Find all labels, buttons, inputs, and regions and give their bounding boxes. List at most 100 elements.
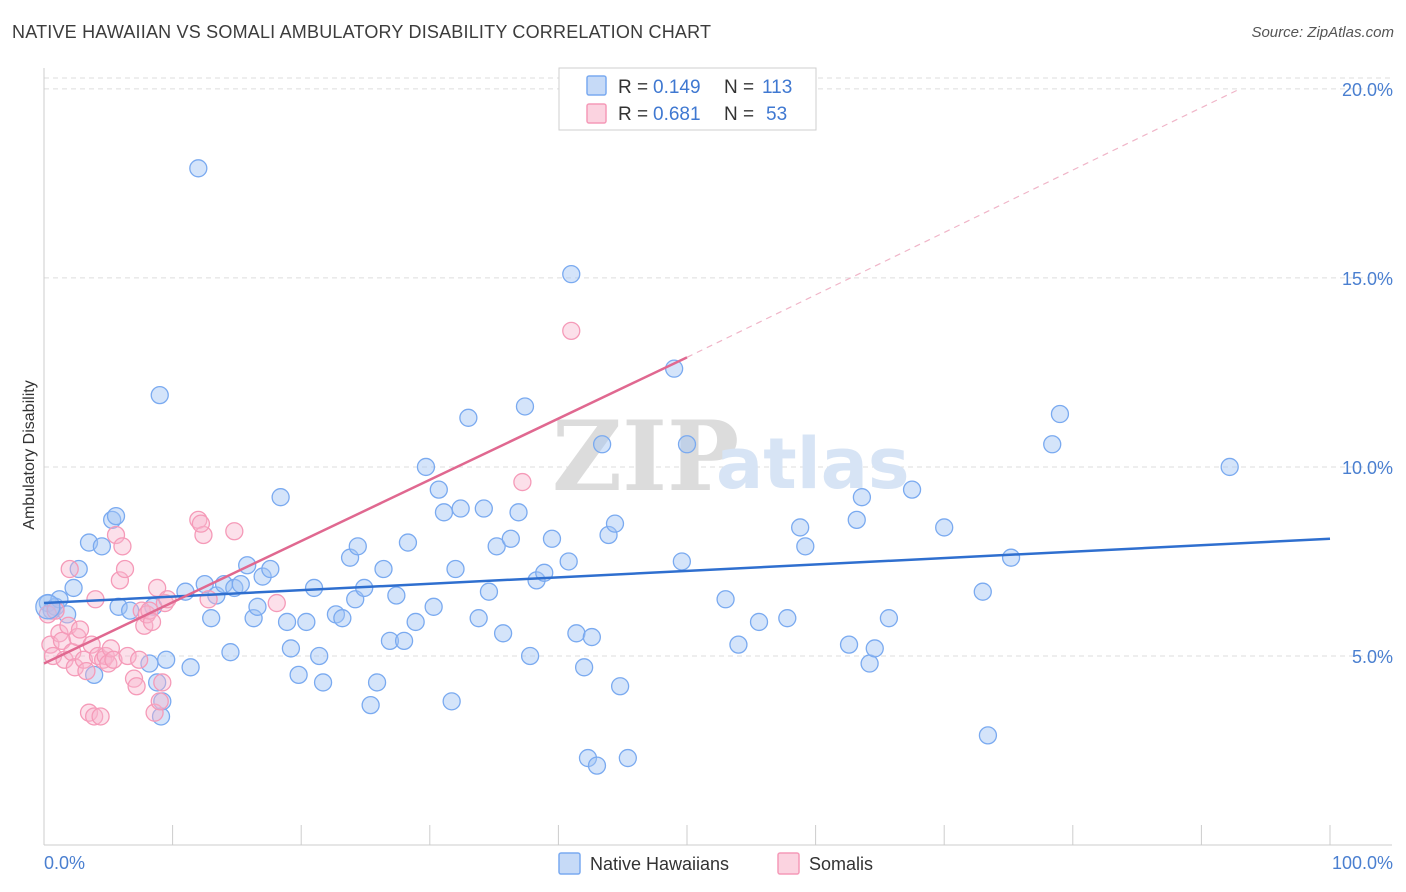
data-point-native-hawaiians xyxy=(860,654,879,673)
data-point-native-hawaiians xyxy=(587,756,607,775)
data-point-native-hawaiians xyxy=(729,635,748,654)
data-point-native-hawaiians xyxy=(348,537,367,556)
data-point-somalis xyxy=(91,707,110,726)
data-point-native-hawaiians xyxy=(574,658,594,677)
bottom-legend-swatch-native-hawaiians xyxy=(558,852,581,875)
data-point-native-hawaiians xyxy=(672,552,692,571)
data-point-native-hawaiians xyxy=(231,574,250,594)
data-point-native-hawaiians xyxy=(515,397,535,416)
data-point-somalis xyxy=(106,525,126,545)
data-point-native-hawaiians xyxy=(398,533,418,552)
data-point-native-hawaiians xyxy=(935,518,954,537)
bottom-legend-label-somalis: Somalis xyxy=(809,854,873,874)
data-point-native-hawaiians xyxy=(1043,435,1062,454)
legend-r-label-1: R = xyxy=(618,77,648,98)
data-point-native-hawaiians xyxy=(542,529,562,548)
data-point-native-hawaiians xyxy=(847,510,866,530)
bottom-legend-swatch-somalis xyxy=(777,852,800,875)
data-point-native-hawaiians xyxy=(277,612,297,632)
data-point-native-hawaiians xyxy=(796,537,815,556)
legend-n-value-2: 53 xyxy=(766,104,787,125)
data-point-native-hawaiians xyxy=(106,506,126,526)
legend-r-value-1: 0.149 xyxy=(653,77,701,98)
trend-line-native-hawaiians xyxy=(43,537,1331,605)
watermark: ZIP atlas xyxy=(552,400,910,513)
data-point-native-hawaiians xyxy=(261,559,280,579)
data-point-native-hawaiians xyxy=(361,695,380,715)
data-point-native-hawaiians xyxy=(902,480,922,499)
data-point-native-hawaiians xyxy=(501,529,520,548)
legend-box: R = 0.149 N = 113 R = 0.681 N = 53 xyxy=(558,67,817,131)
legend-swatch-native-hawaiians xyxy=(586,75,607,96)
data-point-native-hawaiians xyxy=(387,586,406,605)
y-axis-title: Ambulatory Disability xyxy=(21,380,38,529)
data-point-native-hawaiians xyxy=(446,559,465,579)
data-point-somalis xyxy=(113,537,132,556)
data-point-somalis xyxy=(225,522,244,541)
data-point-native-hawaiians xyxy=(429,480,448,499)
data-point-native-hawaiians xyxy=(716,590,735,609)
data-point-native-hawaiians xyxy=(374,559,393,579)
data-point-native-hawaiians xyxy=(973,582,992,601)
chart-source: Source: ZipAtlas.com xyxy=(1251,24,1394,41)
data-points xyxy=(35,159,1239,775)
data-point-somalis xyxy=(150,692,169,711)
data-point-native-hawaiians xyxy=(749,612,769,632)
data-point-native-hawaiians xyxy=(474,499,493,518)
data-point-somalis xyxy=(153,673,172,692)
chart-title: NATIVE HAWAIIAN VS SOMALI AMBULATORY DIS… xyxy=(12,22,712,42)
data-point-native-hawaiians xyxy=(592,435,612,454)
x-tick-label-max: 100.0% xyxy=(1332,853,1393,873)
data-point-somalis xyxy=(194,525,213,545)
data-point-native-hawaiians xyxy=(559,552,578,571)
data-point-native-hawaiians xyxy=(599,525,618,545)
data-point-native-hawaiians xyxy=(310,646,329,666)
data-point-native-hawaiians xyxy=(271,488,290,507)
data-point-native-hawaiians xyxy=(978,726,998,745)
data-point-native-hawaiians xyxy=(181,658,200,677)
data-point-native-hawaiians xyxy=(582,627,601,647)
data-point-native-hawaiians xyxy=(459,408,478,427)
data-point-somalis xyxy=(77,661,96,681)
legend-n-label-1: N = xyxy=(724,77,754,98)
data-point-native-hawaiians xyxy=(1050,404,1070,424)
data-point-native-hawaiians xyxy=(618,748,637,768)
data-point-native-hawaiians xyxy=(202,609,221,628)
data-point-native-hawaiians xyxy=(605,514,625,533)
legend-n-value-1: 113 xyxy=(762,77,792,98)
data-point-native-hawaiians xyxy=(479,582,499,601)
data-point-native-hawaiians xyxy=(394,631,414,651)
data-point-somalis xyxy=(115,559,135,579)
data-point-somalis xyxy=(267,593,286,613)
data-point-somalis xyxy=(70,620,90,639)
axes xyxy=(43,68,1392,846)
bottom-legend-label-native-hawaiians: Native Hawaiians xyxy=(590,854,729,874)
y-tick-label: 5.0% xyxy=(1352,647,1393,667)
y-tick-label: 15.0% xyxy=(1342,269,1393,289)
data-point-native-hawaiians xyxy=(64,578,83,598)
trend-extension-somalis xyxy=(686,88,1241,358)
data-point-native-hawaiians xyxy=(416,457,436,477)
legend-r-value-2: 0.681 xyxy=(653,104,701,125)
data-point-native-hawaiians xyxy=(442,692,461,711)
data-point-somalis xyxy=(513,472,532,492)
data-point-native-hawaiians xyxy=(791,518,810,537)
data-point-native-hawaiians xyxy=(487,537,506,556)
data-point-native-hawaiians xyxy=(367,673,387,692)
data-point-native-hawaiians xyxy=(520,646,540,666)
data-point-somalis xyxy=(104,650,123,669)
data-point-native-hawaiians xyxy=(451,499,470,518)
data-point-native-hawaiians xyxy=(434,503,454,522)
legend-swatch-somalis xyxy=(586,103,607,124)
data-point-native-hawaiians xyxy=(493,624,513,643)
data-point-somalis xyxy=(127,677,146,696)
data-point-native-hawaiians xyxy=(150,385,169,405)
bottom-legend: Native Hawaiians Somalis xyxy=(558,852,873,875)
data-point-somalis xyxy=(74,650,94,669)
data-point-somalis xyxy=(191,514,211,533)
data-point-somalis xyxy=(562,321,581,341)
watermark-zip: ZIP xyxy=(552,400,739,513)
data-point-native-hawaiians xyxy=(297,612,316,632)
legend-n-label-2: N = xyxy=(724,104,754,125)
data-point-somalis xyxy=(130,650,149,669)
